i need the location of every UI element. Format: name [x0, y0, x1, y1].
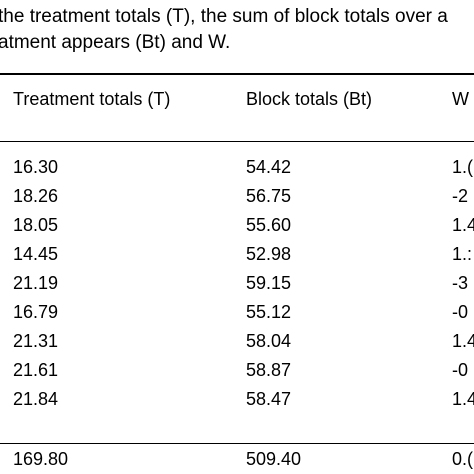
treatment-total-cell: 18.26 — [13, 186, 59, 206]
block-total-cell: 59.15 — [246, 273, 292, 293]
caption-line-2: atment appears (Bt) and W. — [0, 32, 231, 53]
table-caption: the treatment totals (T), the sum of blo… — [0, 4, 474, 56]
header-block-totals: Block totals (Bt) — [246, 89, 373, 109]
block-total-cell: 52.98 — [246, 244, 292, 264]
block-total-cell: 55.12 — [246, 302, 292, 322]
w-cell: 1.( — [452, 157, 474, 177]
treatment-total-cell: 21.31 — [13, 331, 59, 351]
table-row: 16.79 55.12 -0 — [0, 298, 474, 327]
table-row: 21.19 59.15 -3 — [0, 269, 474, 298]
treatment-total-cell: 16.79 — [13, 302, 59, 322]
table-top-rule — [0, 73, 474, 75]
w-cell: 1.4 — [452, 389, 474, 409]
w-cell: -3 — [452, 273, 469, 293]
block-total-cell: 58.47 — [246, 389, 292, 409]
treatment-total-cell: 16.30 — [13, 157, 59, 177]
header-treatment-totals: Treatment totals (T) — [13, 89, 171, 109]
header-w: W — [452, 89, 469, 109]
treatment-total-cell: 21.84 — [13, 389, 59, 409]
w-cell: 1.4 — [452, 215, 474, 235]
w-grand-total: 0.( — [452, 449, 474, 469]
caption-line-1: the treatment totals (T), the sum of blo… — [0, 6, 448, 27]
table-row: 21.84 58.47 1.4 — [0, 385, 474, 414]
table-row: 21.31 58.04 1.4 — [0, 327, 474, 356]
treatment-total-cell: 18.05 — [13, 215, 59, 235]
block-total-cell: 58.87 — [246, 360, 292, 380]
table-row: 14.45 52.98 1.: — [0, 240, 474, 269]
w-cell: 1.: — [452, 244, 473, 264]
block-grand-total: 509.40 — [246, 449, 302, 469]
table-row: 21.61 58.87 -0 — [0, 356, 474, 385]
treatment-total-cell: 21.61 — [13, 360, 59, 380]
w-cell: -2 — [452, 186, 469, 206]
table-body: 16.30 54.42 1.( 18.26 56.75 -2 18.05 55.… — [0, 153, 474, 414]
table-row: 16.30 54.42 1.( — [0, 153, 474, 182]
w-cell: 1.4 — [452, 331, 474, 351]
treatment-total-cell: 21.19 — [13, 273, 59, 293]
w-cell: -0 — [452, 302, 469, 322]
header-rule — [0, 141, 474, 142]
total-rule — [0, 443, 474, 444]
table-row: 18.05 55.60 1.4 — [0, 211, 474, 240]
table-row: 18.26 56.75 -2 — [0, 182, 474, 211]
total-row: 169.80 509.40 0.( — [0, 445, 474, 474]
block-total-cell: 55.60 — [246, 215, 292, 235]
block-total-cell: 56.75 — [246, 186, 292, 206]
block-total-cell: 58.04 — [246, 331, 292, 351]
w-cell: -0 — [452, 360, 469, 380]
block-total-cell: 54.42 — [246, 157, 292, 177]
treatment-grand-total: 169.80 — [13, 449, 69, 469]
treatment-total-cell: 14.45 — [13, 244, 59, 264]
